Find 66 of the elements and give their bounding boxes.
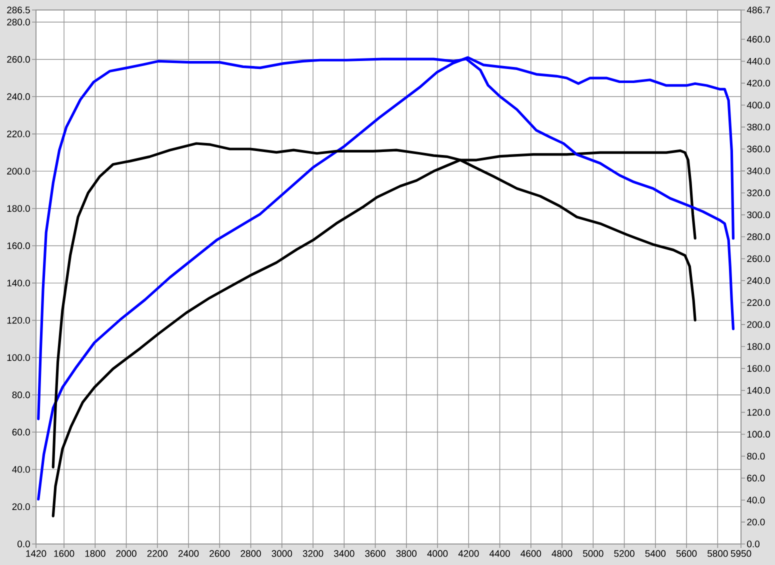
y2-tick-label: 200.0 [747, 321, 770, 328]
y2-tick-label: 380.0 [747, 124, 770, 130]
x-tick-label: 5200 [614, 550, 634, 557]
y2-tick-label: 0.0 [747, 540, 760, 548]
x-tick-label: 3400 [334, 550, 354, 557]
x-tick-label: 4400 [489, 550, 510, 557]
y2-tick-label: 460.0 [746, 36, 770, 43]
y2-tick-label: 260.0 [747, 255, 770, 262]
y-tick-label: 180.0 [7, 205, 30, 212]
x-tick-label: 2400 [178, 550, 199, 557]
y-tick-label: 260.0 [7, 56, 30, 63]
x-tick-label: 2000 [116, 550, 136, 557]
y2-tick-label: 100.0 [747, 430, 770, 438]
x-tick-label: 5800 [708, 550, 728, 557]
x-tick-label: 5950 [730, 550, 752, 557]
x-tick-label: 2800 [240, 550, 261, 557]
x-tick-label: 4200 [458, 550, 479, 557]
x-tick-label: 5600 [676, 550, 697, 557]
y-tick-label: 40.0 [12, 466, 30, 473]
x-tick-label: 2200 [147, 550, 168, 557]
y-tick-label: 200.0 [7, 168, 30, 175]
y2-tick-label: 360.0 [747, 146, 770, 152]
y2-tick-label: 40.0 [746, 496, 765, 504]
x-tick-label: 1800 [85, 550, 106, 557]
y-tick-label: 240.0 [7, 93, 30, 100]
y-tick-label: 140.0 [7, 280, 30, 286]
y2-tick-label: 20.0 [747, 518, 765, 526]
y-tick-label: 220.0 [7, 130, 30, 138]
y-tick-label: 20.0 [12, 503, 30, 510]
y2-tick-label: 180.0 [747, 343, 770, 350]
x-tick-label: 1420 [26, 550, 46, 557]
x-tick-label: 3000 [272, 550, 292, 557]
x-tick-label: 1600 [54, 550, 74, 557]
x-tick-label: 2600 [210, 550, 230, 557]
y2-tick-label: 486.7 [746, 6, 770, 14]
x-tick-label: 4600 [520, 550, 542, 557]
x-tick-label: 3200 [302, 550, 324, 557]
y2-tick-label: 160.0 [747, 365, 770, 372]
y-tick-label: 160.0 [7, 242, 30, 250]
y-tick-label: 100.0 [7, 354, 30, 361]
x-tick-label: 5000 [583, 550, 604, 557]
y2-tick-label: 320.0 [747, 190, 770, 196]
x-tick-label: 4800 [552, 550, 572, 557]
y-tick-label: 280.0 [7, 18, 30, 26]
y2-tick-label: 440.0 [746, 58, 770, 65]
y-tick-label: 60.0 [12, 428, 30, 436]
y2-tick-label: 120.0 [747, 408, 770, 416]
y2-tick-label: 340.0 [747, 168, 770, 174]
line-series [37, 56, 735, 501]
y2-tick-label: 220.0 [747, 299, 770, 306]
y2-tick-label: 280.0 [747, 233, 770, 240]
x-tick-label: 3600 [365, 550, 386, 557]
x-tick-label: 5400 [645, 550, 666, 557]
y-tick-label: 120.0 [7, 316, 30, 324]
y2-tick-label: 60.0 [747, 474, 765, 482]
y2-tick-label: 140.0 [747, 387, 770, 394]
y2-tick-label: 300.0 [747, 211, 770, 218]
y2-tick-label: 420.0 [746, 80, 770, 87]
y2-tick-label: 80.0 [747, 452, 765, 460]
y-tick-label: 80.0 [12, 392, 30, 398]
y2-tick-label: 400.0 [746, 102, 770, 108]
x-tick-label: 4000 [427, 550, 448, 557]
y2-tick-label: 240.0 [747, 277, 770, 284]
x-tick-label: 3800 [396, 550, 417, 557]
y-tick-label: 0.0 [18, 540, 30, 548]
y-tick-label: 286.5 [7, 6, 30, 14]
